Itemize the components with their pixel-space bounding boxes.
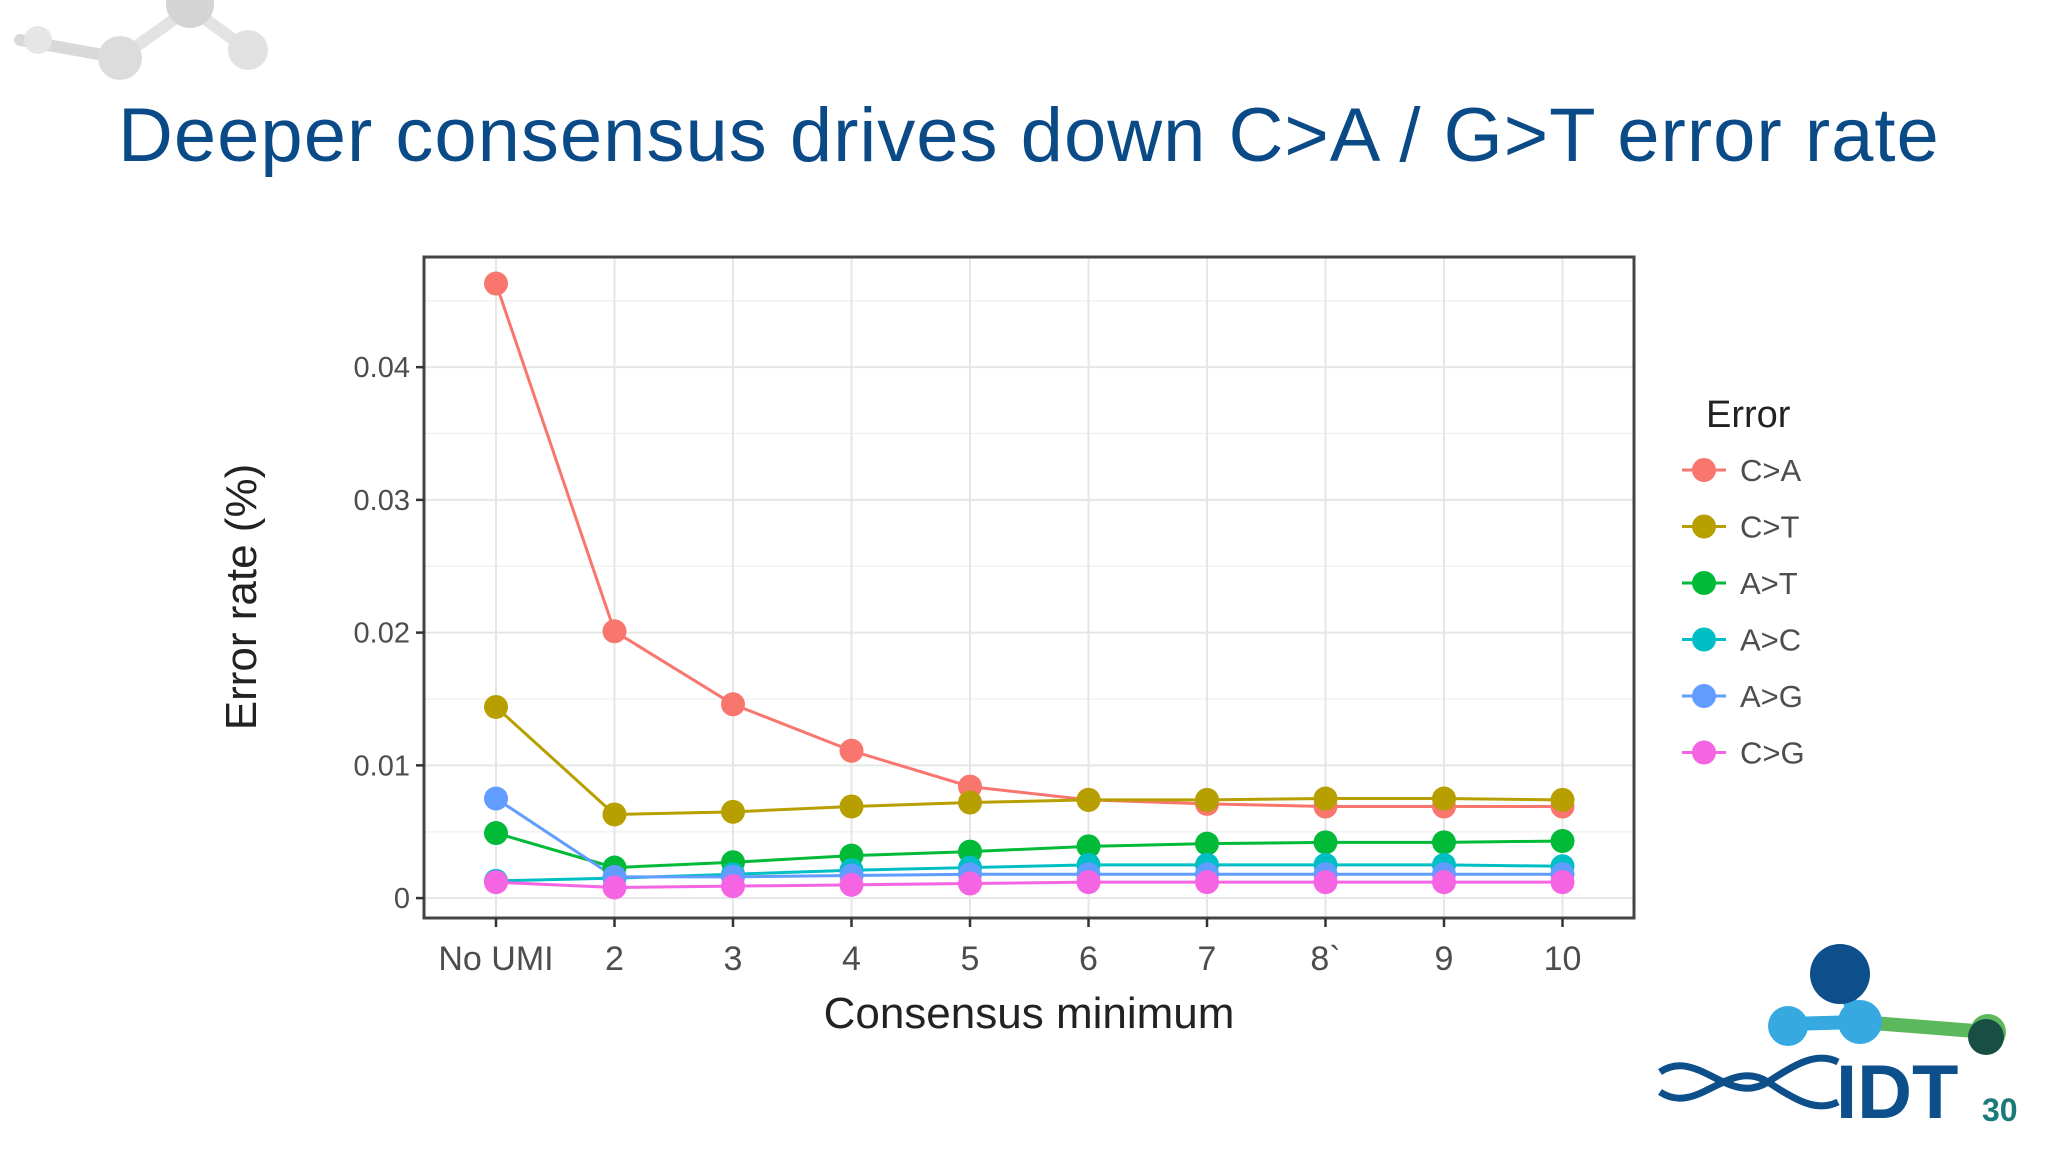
data-point-C>G [1076, 870, 1101, 895]
data-point-C>T [1550, 787, 1575, 812]
legend-key-point [1692, 627, 1716, 652]
data-point-C>G [839, 872, 864, 897]
x-axis-title: Consensus minimum [824, 989, 1235, 1038]
data-point-C>T [1076, 787, 1101, 812]
data-point-C>G [1195, 870, 1219, 895]
data-point-A>T [1195, 831, 1219, 856]
x-tick-label: 9 [1435, 940, 1454, 978]
molecule-decoration [14, 0, 268, 80]
y-tick-label: 0 [394, 883, 410, 915]
data-point-C>T [1195, 787, 1219, 812]
data-point-C>T [721, 799, 745, 824]
x-tick-label: 6 [1079, 940, 1098, 978]
data-point-C>G [721, 874, 745, 899]
legend-title: Error [1706, 394, 1791, 436]
data-point-A>T [484, 821, 508, 846]
y-tick-label: 0.02 [354, 618, 410, 650]
data-point-C>T [602, 802, 627, 827]
data-point-C>A [839, 738, 864, 763]
legend-key-point [1692, 684, 1716, 708]
data-point-C>A [721, 692, 745, 717]
legend-label: C>T [1740, 510, 1799, 545]
x-tick-label: 3 [724, 940, 743, 978]
data-point-A>T [1313, 830, 1338, 855]
data-point-A>G [484, 786, 508, 811]
legend-label: C>A [1740, 453, 1801, 488]
data-point-C>T [958, 790, 982, 815]
data-point-A>T [1076, 834, 1101, 859]
x-tick-label: 10 [1544, 940, 1582, 978]
data-point-C>G [958, 871, 982, 896]
legend-key-point [1692, 458, 1716, 482]
data-point-C>T [484, 694, 508, 719]
data-point-C>A [484, 271, 508, 296]
legend-label: A>C [1740, 623, 1801, 658]
x-tick-label: 4 [842, 940, 861, 978]
data-point-C>G [1313, 870, 1338, 895]
x-tick-label: 2 [605, 940, 624, 978]
data-point-C>G [602, 875, 627, 900]
idt-logo: IDT [1658, 944, 2006, 1135]
series-line-C>T [494, 705, 1563, 816]
y-tick-label: 0.04 [354, 352, 410, 384]
data-point-C>G [484, 870, 508, 895]
data-point-A>T [1550, 829, 1575, 854]
legend-key-point [1692, 514, 1716, 539]
plot-panel-border [422, 255, 1636, 920]
legend-label: A>G [1740, 679, 1803, 714]
data-point-A>T [1432, 830, 1456, 855]
x-tick-label: No UMI [438, 940, 553, 978]
series-line-C>A [494, 283, 1563, 809]
series-line-C>G [495, 880, 1563, 889]
page-number: 30 [1982, 1092, 2018, 1128]
idt-logo-text: IDT [1836, 1050, 1958, 1135]
x-tick-label: 8` [1310, 940, 1340, 978]
y-tick-label: 0.01 [354, 750, 410, 782]
data-point-C>A [602, 619, 627, 644]
data-point-C>G [1432, 870, 1456, 895]
legend-key-point [1692, 740, 1716, 765]
data-point-C>T [1313, 786, 1338, 811]
series-line-A>T [495, 831, 1563, 870]
legend-key-point [1692, 571, 1716, 595]
y-axis-title: Error rate (%) [217, 464, 266, 730]
data-point-C>G [1550, 870, 1575, 895]
data-point-C>T [1432, 786, 1456, 811]
legend-label: A>T [1740, 566, 1798, 601]
slide-title: Deeper consensus drives down C>A / G>T e… [118, 93, 1940, 178]
x-tick-label: 7 [1198, 940, 1217, 978]
y-tick-label: 0.03 [354, 485, 410, 517]
legend-label: C>G [1740, 736, 1805, 771]
x-tick-label: 5 [961, 940, 980, 978]
series-line-A>G [495, 797, 1563, 879]
data-point-C>T [839, 794, 864, 819]
